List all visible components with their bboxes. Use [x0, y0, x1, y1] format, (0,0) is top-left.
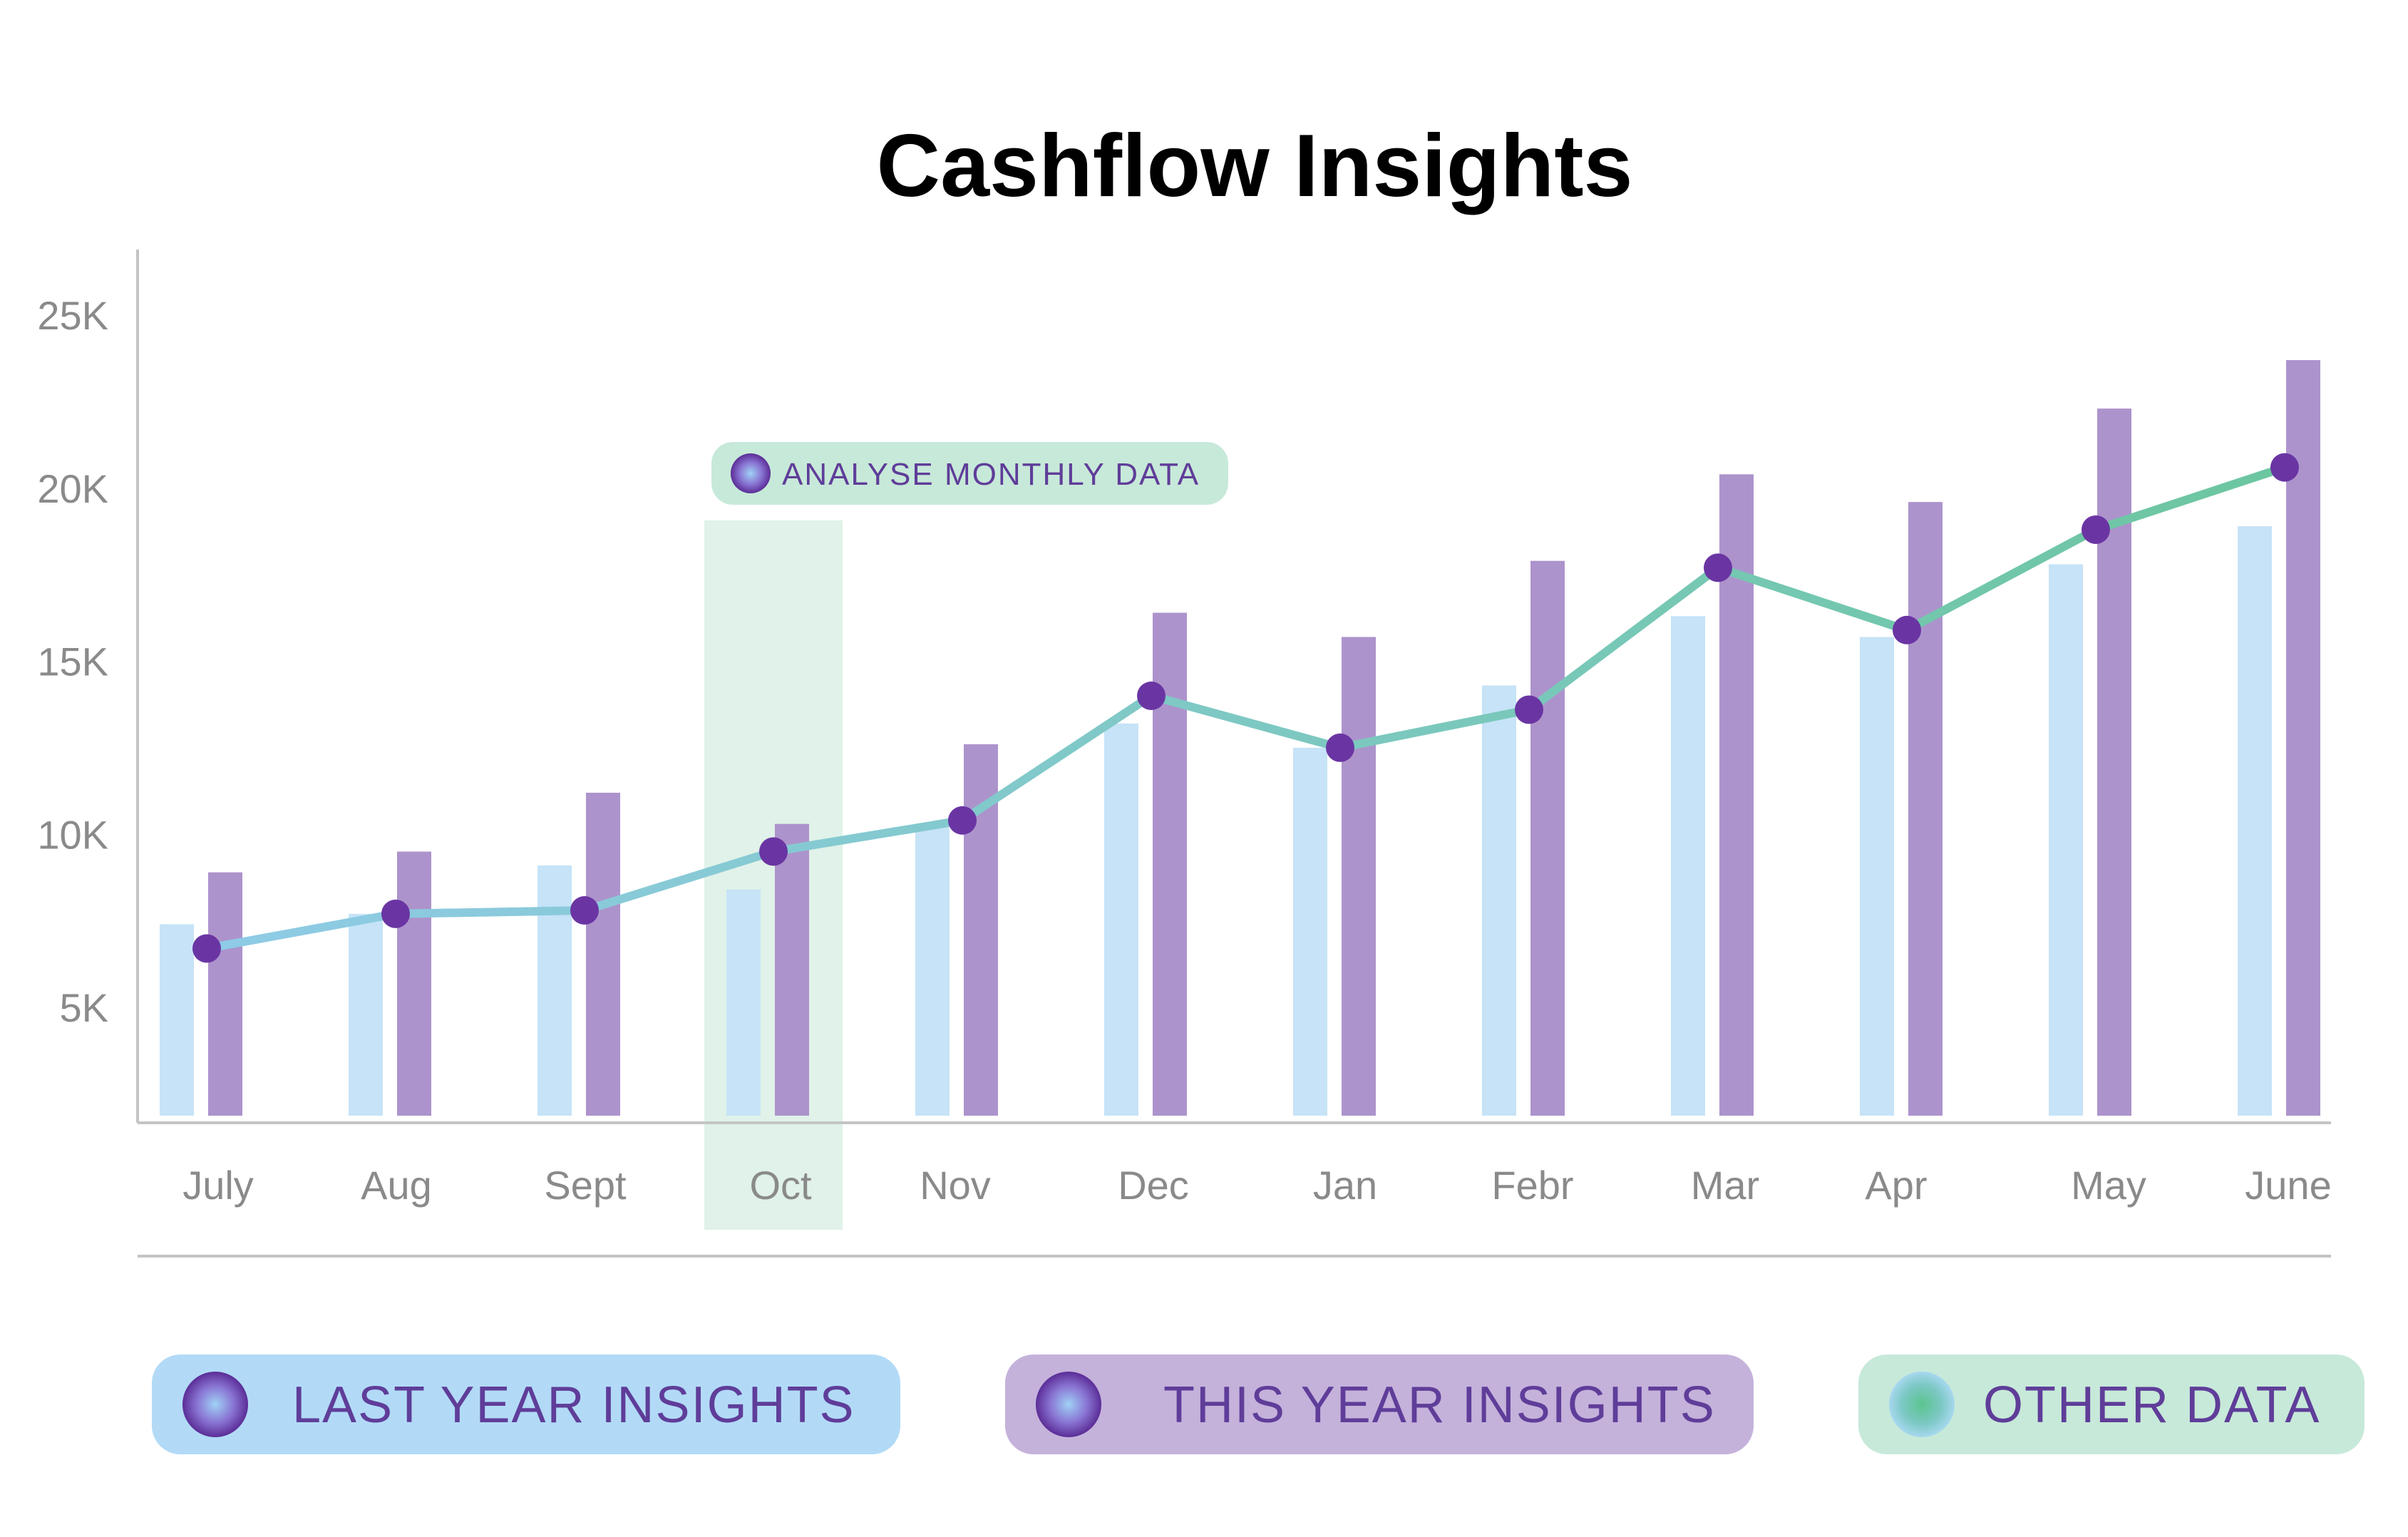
bar-this-year-febr: [1530, 560, 1565, 1116]
point-other-data-febr: [1515, 695, 1543, 724]
legend-last-year-label: LAST YEAR INSIGHTS: [292, 1377, 855, 1434]
bar-this-year-may: [2097, 408, 2131, 1116]
bar-last-year-dec: [1104, 723, 1138, 1116]
point-other-data-aug: [381, 899, 410, 928]
point-other-data-june: [2270, 453, 2299, 482]
chart-title: Cashflow Insights: [877, 117, 1633, 215]
badge-orb-icon: [731, 453, 771, 493]
legend-item-this-year[interactable]: THIS YEAR INSIGHTS: [1005, 1354, 1754, 1454]
bar-last-year-may: [2049, 564, 2083, 1116]
analyse-monthly-data-badge[interactable]: ANALYSE MONTHLY DATA: [711, 442, 1228, 505]
legend-this-year-label: THIS YEAR INSIGHTS: [1163, 1377, 1716, 1434]
bar-last-year-aug: [349, 913, 383, 1116]
bar-last-year-jan: [1293, 747, 1327, 1116]
bar-last-year-july: [160, 924, 194, 1116]
bar-this-year-aug: [397, 851, 431, 1116]
bar-last-year-sept: [537, 865, 572, 1116]
x-tick-label-nov: Nov: [920, 1163, 991, 1208]
bar-this-year-june: [2286, 360, 2320, 1116]
bar-last-year-mar: [1671, 616, 1705, 1116]
y-tick-label: 15K: [37, 639, 108, 684]
y-tick-label: 10K: [37, 812, 108, 857]
bar-this-year-sept: [586, 792, 620, 1116]
x-tick-label-june: June: [2245, 1163, 2331, 1208]
x-tick-label-apr: Apr: [1865, 1163, 1927, 1208]
bar-this-year-jan: [1342, 637, 1376, 1116]
bar-this-year-apr: [1908, 502, 1943, 1116]
legend-other-data-label: OTHER DATA: [1983, 1377, 2320, 1434]
x-tick-label-mar: Mar: [1691, 1163, 1759, 1208]
x-tick-label-oct: Oct: [749, 1163, 812, 1208]
badge-background: [711, 442, 1228, 505]
bar-this-year-july: [208, 872, 242, 1116]
point-other-data-mar: [1704, 553, 1732, 582]
x-tick-label-febr: Febr: [1491, 1163, 1573, 1208]
bar-last-year-nov: [915, 827, 950, 1116]
point-other-data-nov: [948, 806, 977, 835]
x-tick-label-dec: Dec: [1118, 1163, 1189, 1208]
bar-this-year-oct: [775, 823, 809, 1116]
badge-label: ANALYSE MONTHLY DATA: [782, 457, 1200, 492]
point-other-data-oct: [759, 837, 788, 866]
point-other-data-july: [192, 934, 221, 963]
bar-last-year-apr: [1860, 637, 1894, 1116]
x-tick-label-may: May: [2071, 1163, 2146, 1208]
bar-last-year-oct: [726, 889, 761, 1116]
x-tick-label-jan: Jan: [1313, 1163, 1377, 1208]
point-other-data-dec: [1137, 682, 1166, 711]
point-other-data-jan: [1326, 733, 1354, 762]
legend-last-year-background: [152, 1354, 900, 1454]
y-tick-label: 25K: [37, 293, 108, 338]
point-other-data-may: [2082, 515, 2110, 545]
point-other-data-apr: [1893, 615, 1921, 644]
legend: LAST YEAR INSIGHTS THIS YEAR INSIGHTS OT…: [152, 1354, 2365, 1454]
legend-this-year-orb-icon: [1036, 1372, 1101, 1437]
x-tick-label-sept: Sept: [544, 1163, 627, 1208]
x-tick-label-aug: Aug: [361, 1163, 432, 1208]
legend-item-last-year[interactable]: LAST YEAR INSIGHTS: [152, 1354, 900, 1454]
point-other-data-sept: [570, 896, 599, 925]
legend-item-other-data[interactable]: OTHER DATA: [1858, 1354, 2365, 1454]
legend-other-data-background: [1858, 1354, 2365, 1454]
legend-other-data-orb-icon: [1889, 1372, 1955, 1437]
bar-last-year-febr: [1482, 685, 1516, 1116]
line-other-data: [202, 463, 2289, 953]
y-tick-label: 20K: [37, 466, 108, 511]
bar-last-year-june: [2238, 526, 2272, 1116]
legend-last-year-orb-icon: [182, 1372, 248, 1437]
legend-this-year-background: [1005, 1354, 1754, 1454]
y-tick-label: 5K: [60, 985, 109, 1030]
x-tick-label-july: July: [182, 1163, 254, 1208]
